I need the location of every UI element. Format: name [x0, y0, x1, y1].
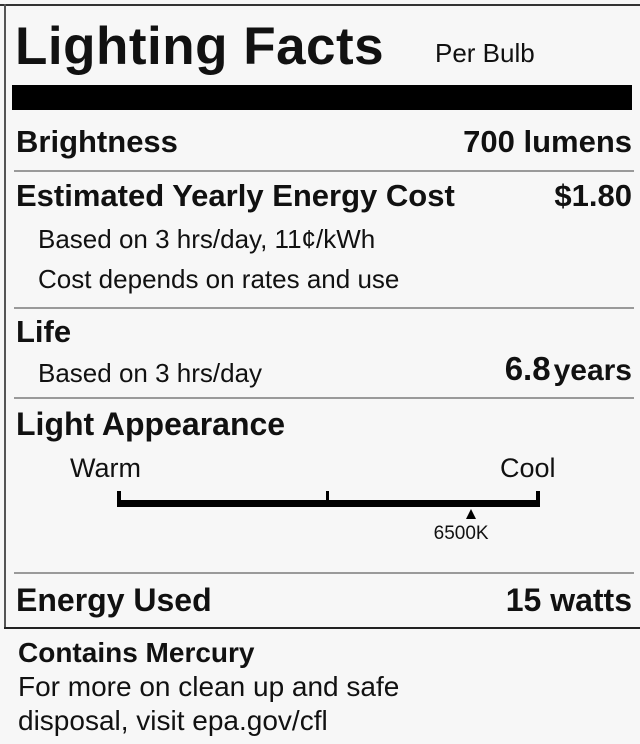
- divider: [14, 572, 634, 574]
- energy-cost-label: Estimated Yearly Energy Cost: [16, 178, 455, 213]
- divider: [14, 307, 634, 309]
- energy-cost-value: $1.80: [554, 178, 632, 213]
- divider: [14, 397, 634, 399]
- energy-cost-note-rate: Based on 3 hrs/day, 11¢/kWh: [38, 224, 376, 254]
- energy-cost-note-depends: Cost depends on rates and use: [38, 264, 400, 294]
- warm-label: Warm: [70, 453, 141, 483]
- life-value-number: 6.8: [504, 350, 551, 387]
- mercury-heading: Contains Mercury: [18, 637, 255, 668]
- life-note: Based on 3 hrs/day: [38, 358, 263, 388]
- scale-tick-right: [536, 491, 540, 507]
- life-label: Life: [16, 314, 72, 349]
- scale-tick-left: [117, 491, 121, 507]
- label-title: Lighting Facts: [15, 17, 385, 76]
- title-bar: [12, 85, 632, 110]
- label-subtitle: Per Bulb: [435, 38, 535, 68]
- color-temperature-scale: [117, 491, 540, 511]
- marker-triangle-icon: [465, 509, 476, 519]
- energy-used-label: Energy Used: [16, 582, 212, 618]
- light-appearance-label: Light Appearance: [16, 406, 286, 442]
- scale-tick-mid: [326, 491, 329, 507]
- energy-used-value: 15 watts: [505, 582, 632, 618]
- marker-label: 6500K: [433, 523, 489, 544]
- label-border-left: [4, 4, 6, 628]
- brightness-value: 700 lumens: [463, 124, 632, 159]
- mercury-line-1: For more on clean up and safe: [18, 671, 400, 702]
- life-value-unit: years: [553, 354, 632, 387]
- life-value: 6.8 years: [505, 350, 632, 388]
- mercury-line-2: disposal, visit epa.gov/cfl: [18, 705, 328, 736]
- cool-label: Cool: [500, 453, 556, 483]
- divider: [14, 170, 634, 172]
- label-border-top: [0, 4, 640, 6]
- brightness-label: Brightness: [16, 124, 178, 159]
- section-divider-heavy: [4, 627, 640, 629]
